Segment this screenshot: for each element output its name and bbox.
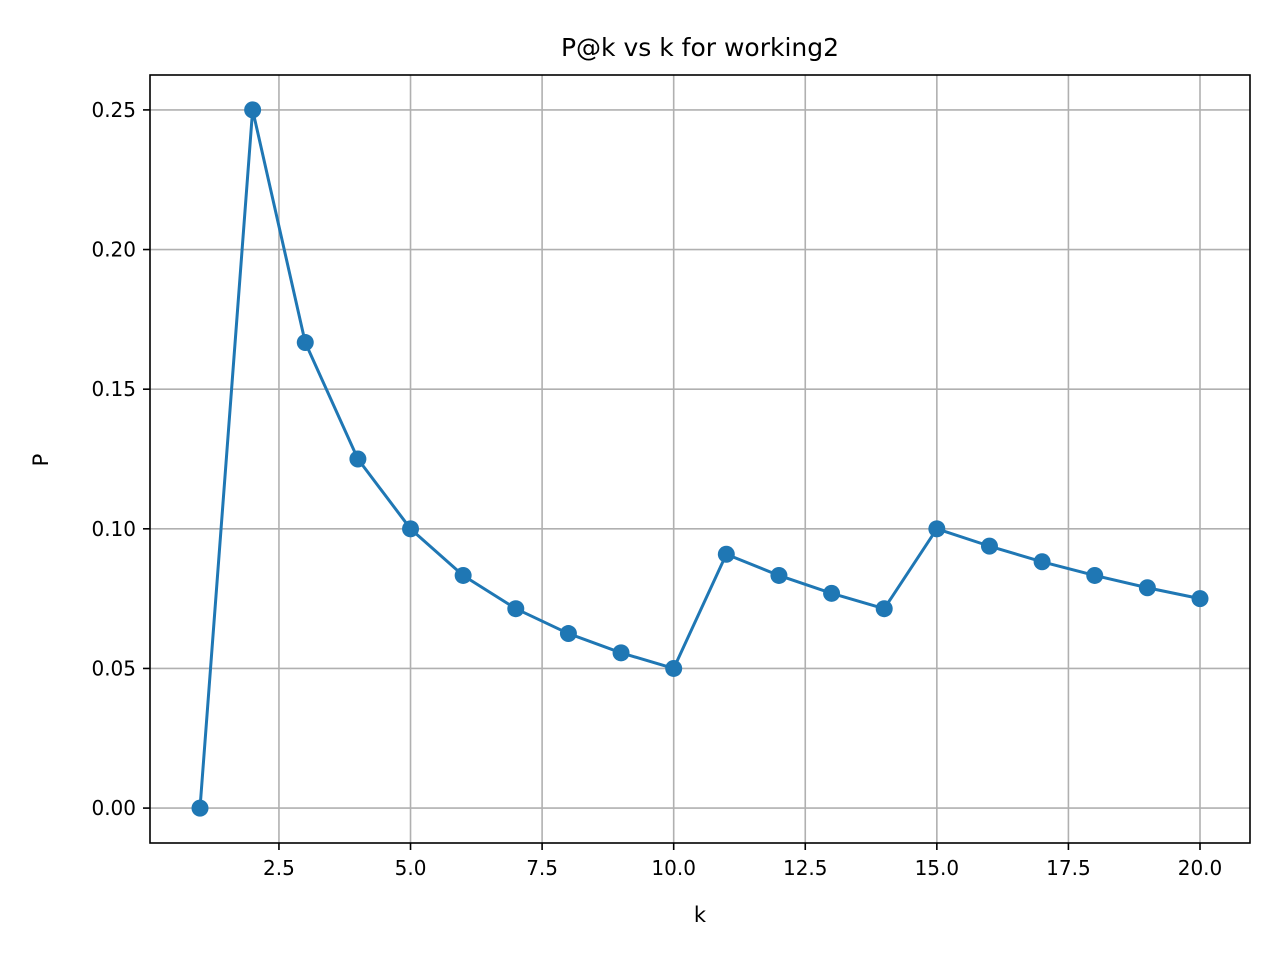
x-axis-ticks: 2.5 5.0 7.5 10.0 12.5 15.0 17.5 20.0 xyxy=(263,843,1222,880)
chart-title: P@k vs k for working2 xyxy=(561,33,839,62)
data-point xyxy=(349,450,367,468)
y-tick-label: 0.05 xyxy=(91,656,136,680)
data-point xyxy=(454,566,472,584)
x-tick-label: 10.0 xyxy=(651,856,696,880)
data-point xyxy=(1033,553,1051,571)
series-markers xyxy=(191,101,1209,817)
data-point xyxy=(717,545,735,563)
data-point xyxy=(875,600,893,618)
data-point xyxy=(402,520,420,538)
data-point xyxy=(244,101,262,119)
data-point xyxy=(1138,579,1156,597)
x-tick-label: 15.0 xyxy=(915,856,960,880)
x-tick-label: 17.5 xyxy=(1046,856,1091,880)
data-point xyxy=(823,584,841,602)
data-point xyxy=(296,334,314,352)
y-axis-label: P xyxy=(29,454,53,467)
data-point xyxy=(191,799,209,817)
data-point xyxy=(1191,590,1209,608)
y-tick-label: 0.15 xyxy=(91,377,136,401)
data-point xyxy=(665,659,683,677)
series-line xyxy=(198,108,1201,809)
data-point xyxy=(559,625,577,643)
grid-lines xyxy=(150,75,1250,843)
x-tick-label: 7.5 xyxy=(526,856,558,880)
series-polyline xyxy=(198,108,1201,809)
x-tick-label: 20.0 xyxy=(1178,856,1223,880)
y-tick-label: 0.00 xyxy=(91,796,136,820)
x-tick-label: 5.0 xyxy=(395,856,427,880)
y-tick-label: 0.10 xyxy=(91,517,136,541)
data-point xyxy=(770,566,788,584)
data-point xyxy=(1086,566,1104,584)
y-tick-label: 0.25 xyxy=(91,98,136,122)
plot-frame xyxy=(149,74,1251,844)
x-tick-label: 12.5 xyxy=(783,856,828,880)
data-point xyxy=(980,537,998,555)
x-axis-label: k xyxy=(694,903,707,927)
data-point xyxy=(507,600,525,618)
x-tick-label: 2.5 xyxy=(263,856,295,880)
y-axis-ticks: 0.00 0.05 0.10 0.15 0.20 0.25 xyxy=(91,98,150,820)
data-point xyxy=(928,520,946,538)
data-point xyxy=(612,644,630,662)
y-tick-label: 0.20 xyxy=(91,238,136,262)
